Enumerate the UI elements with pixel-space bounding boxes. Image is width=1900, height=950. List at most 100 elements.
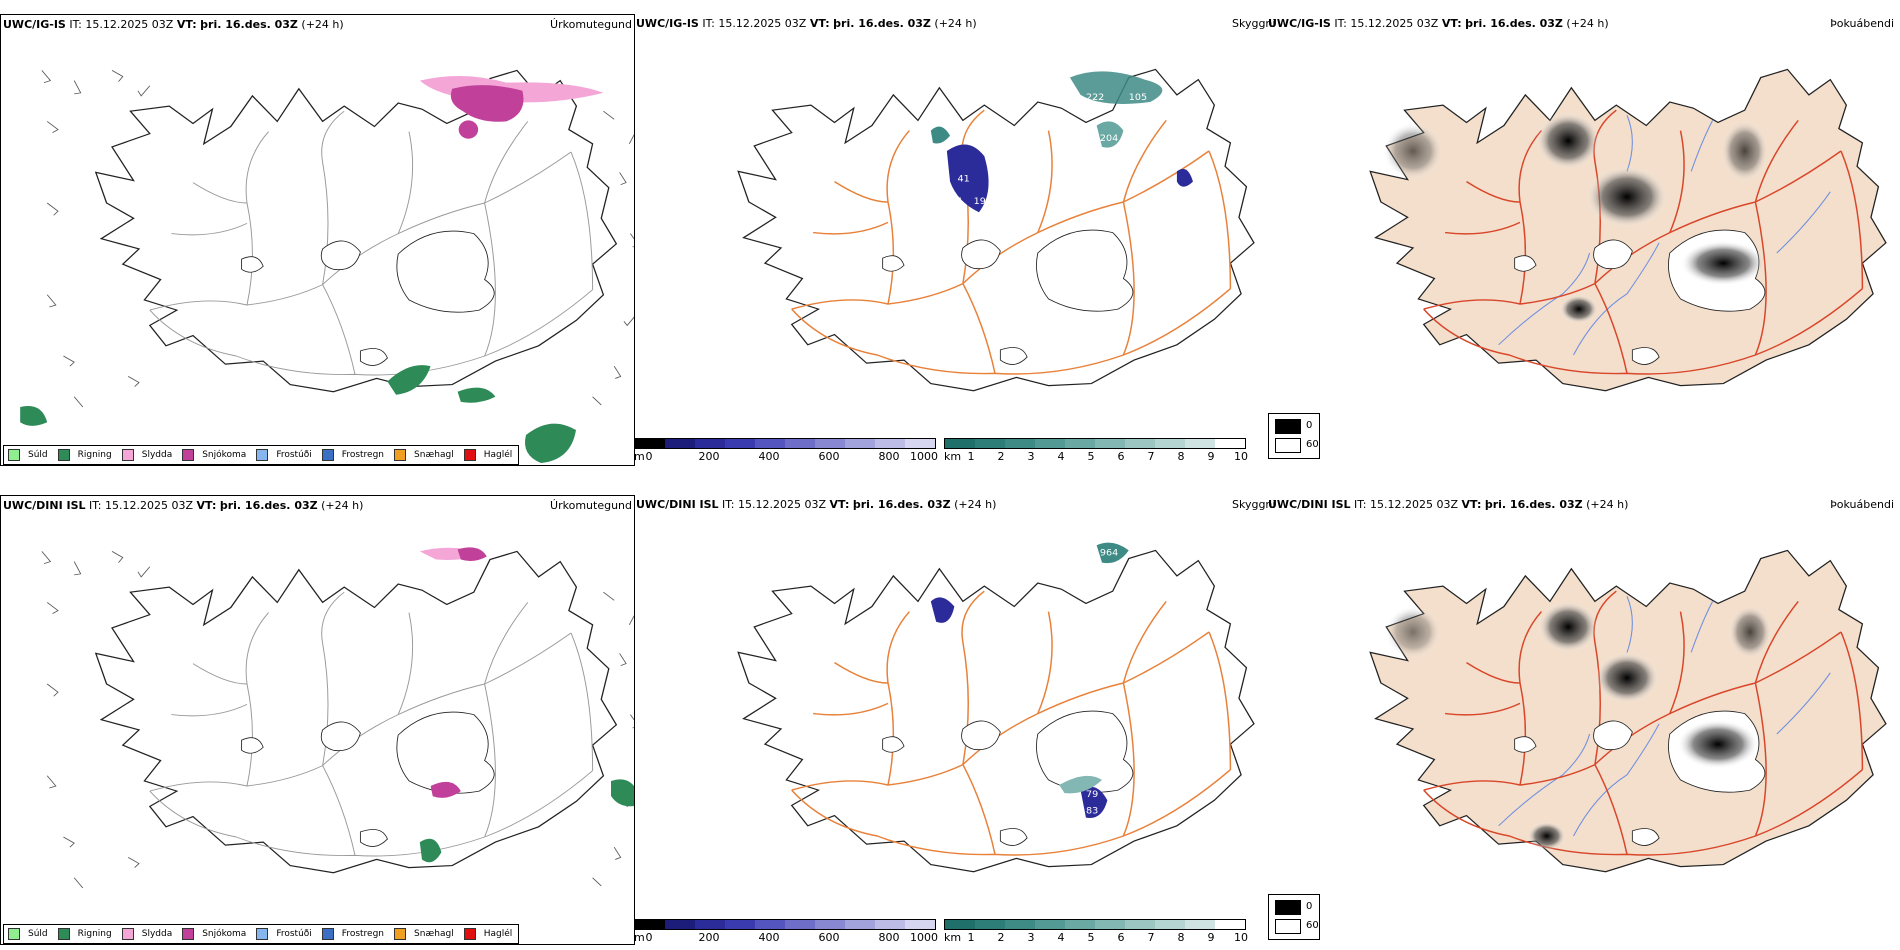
panel-title: UWC/DINI ISL IT: 15.12.2025 03Z VT: þri.… [636, 498, 997, 511]
fog-area [1594, 652, 1660, 704]
rain-area [611, 779, 634, 807]
legend-item: Slydda [121, 928, 172, 940]
visibility-colorbar [944, 919, 1246, 930]
fog-area [1383, 122, 1443, 180]
legend-swatch [121, 928, 134, 940]
legend-item: Snæhagl [394, 449, 454, 461]
visibility-panel-row2: UWC/DINI ISL IT: 15.12.2025 03Z VT: þri.… [634, 495, 1264, 947]
legend-swatch [463, 449, 476, 461]
rain-area [20, 405, 48, 426]
fog-area [1385, 605, 1441, 659]
legend-swatch [182, 449, 195, 461]
low-ceiling-area [946, 144, 989, 213]
value-label: 74 [950, 196, 962, 207]
legend-swatch [321, 928, 334, 940]
rain-area [457, 387, 496, 403]
visibility-map: 222 105 204 41 74 19 [737, 68, 1255, 392]
legend-swatch [182, 928, 195, 940]
fog-map [1369, 549, 1887, 873]
fog-panel-row1: UWC/IG-IS IT: 15.12.2025 03Z VT: þri. 16… [1266, 14, 1900, 466]
visibility-map: 964 79 83 [737, 542, 1255, 873]
snow-area [450, 85, 524, 122]
fog-map [1369, 68, 1887, 392]
legend-swatch [394, 928, 407, 940]
legend-swatch [394, 449, 407, 461]
rain-area [387, 365, 431, 395]
ceiling-colorbar [634, 919, 936, 930]
low-ceiling-area [1080, 786, 1108, 819]
ceiling-ticks: m 0 200 400 600 800 1000 [634, 450, 938, 463]
value-label: 41 [958, 174, 970, 185]
panel-name: Úrkomutegund [550, 499, 632, 512]
legend-item: Frostregn [321, 928, 384, 940]
fog-area [1536, 112, 1601, 170]
value-label: 79 [1086, 789, 1098, 800]
legend-swatch [121, 449, 134, 461]
legend-swatch [8, 449, 20, 461]
legend-swatch [256, 449, 269, 461]
snow-area [457, 547, 487, 562]
fog-area [1538, 601, 1599, 653]
low-visibility-area [930, 126, 951, 144]
low-ceiling-area [1176, 168, 1193, 187]
low-visibility-area [1096, 542, 1129, 564]
precip-map [41, 547, 634, 889]
snow-area [430, 781, 461, 798]
low-visibility-area [1059, 775, 1102, 794]
legend-item: Súld [8, 928, 48, 940]
panel-title: UWC/IG-IS IT: 15.12.2025 03Z VT: þri. 16… [636, 17, 977, 30]
legend-item: Slydda [121, 449, 172, 461]
legend-item: Súld [8, 449, 48, 461]
fog-area [1527, 821, 1567, 851]
legend-item: Rigning [57, 928, 112, 940]
legend-item: Haglél [463, 928, 512, 940]
fog-area [1721, 120, 1769, 182]
legend-item: Frostúði [256, 449, 312, 461]
precip-legend: Súld Rigning Slydda Snjókoma Frostúði Fr… [3, 924, 520, 944]
fog-area [1586, 166, 1668, 228]
ceiling-colorbar [634, 438, 936, 449]
legend-item: Snjókoma [182, 928, 246, 940]
fog-area [1728, 605, 1772, 659]
legend-item: Frostúði [256, 928, 312, 940]
fog-area [1559, 294, 1599, 324]
precip-legend: Súld Rigning Slydda Snjókoma Frostúði Fr… [3, 445, 520, 465]
value-label: 204 [1100, 133, 1118, 144]
panel-title: UWC/IG-IS IT: 15.12.2025 03Z VT: þri. 16… [1268, 17, 1609, 30]
value-label: 19 [974, 196, 986, 207]
panel-name: Skyggni [1232, 17, 1276, 30]
panel-title: UWC/DINI ISL IT: 15.12.2025 03Z VT: þri.… [1268, 498, 1629, 511]
legend-swatch [8, 928, 20, 940]
value-label: 964 [1100, 548, 1118, 559]
snow-area [458, 120, 479, 139]
panel-name: Þokuábendi [1830, 17, 1894, 30]
precip-panel-row2: UWC/DINI ISL IT: 15.12.2025 03Z VT: þri.… [0, 495, 635, 945]
legend-swatch [463, 928, 476, 940]
legend-item: Rigning [57, 449, 112, 461]
panel-name: Úrkomutegund [550, 18, 632, 31]
low-visibility-area [1096, 121, 1124, 148]
low-ceiling-area [930, 597, 955, 623]
visibility-ticks: km 1 2 3 4 5 6 7 8 9 10 [944, 931, 1248, 944]
fog-scale: 0 60 [1268, 413, 1320, 459]
legend-item: Snæhagl [394, 928, 454, 940]
panel-title: UWC/IG-IS IT: 15.12.2025 03Z VT: þri. 16… [3, 18, 344, 31]
precip-panel-row1: UWC/IG-IS IT: 15.12.2025 03Z VT: þri. 16… [0, 14, 635, 466]
fog-scale: 0 60 [1268, 894, 1320, 940]
rain-area [525, 423, 576, 463]
visibility-panel-row1: UWC/IG-IS IT: 15.12.2025 03Z VT: þri. 16… [634, 14, 1264, 466]
legend-swatch [321, 449, 334, 461]
legend-swatch [57, 449, 70, 461]
value-label: 83 [1086, 806, 1098, 817]
legend-item: Frostregn [321, 449, 384, 461]
visibility-colorbar [944, 438, 1246, 449]
panel-title: UWC/DINI ISL IT: 15.12.2025 03Z VT: þri.… [3, 499, 364, 512]
legend-swatch [57, 928, 70, 940]
legend-swatch [256, 928, 269, 940]
visibility-ticks: km 1 2 3 4 5 6 7 8 9 10 [944, 450, 1248, 463]
ceiling-ticks: m 0 200 400 600 800 1000 [634, 931, 938, 944]
fog-panel-row2: UWC/DINI ISL IT: 15.12.2025 03Z VT: þri.… [1266, 495, 1900, 947]
panel-name: Skyggni [1232, 498, 1276, 511]
value-label: 222 [1086, 92, 1104, 103]
low-visibility-area [1069, 71, 1163, 104]
